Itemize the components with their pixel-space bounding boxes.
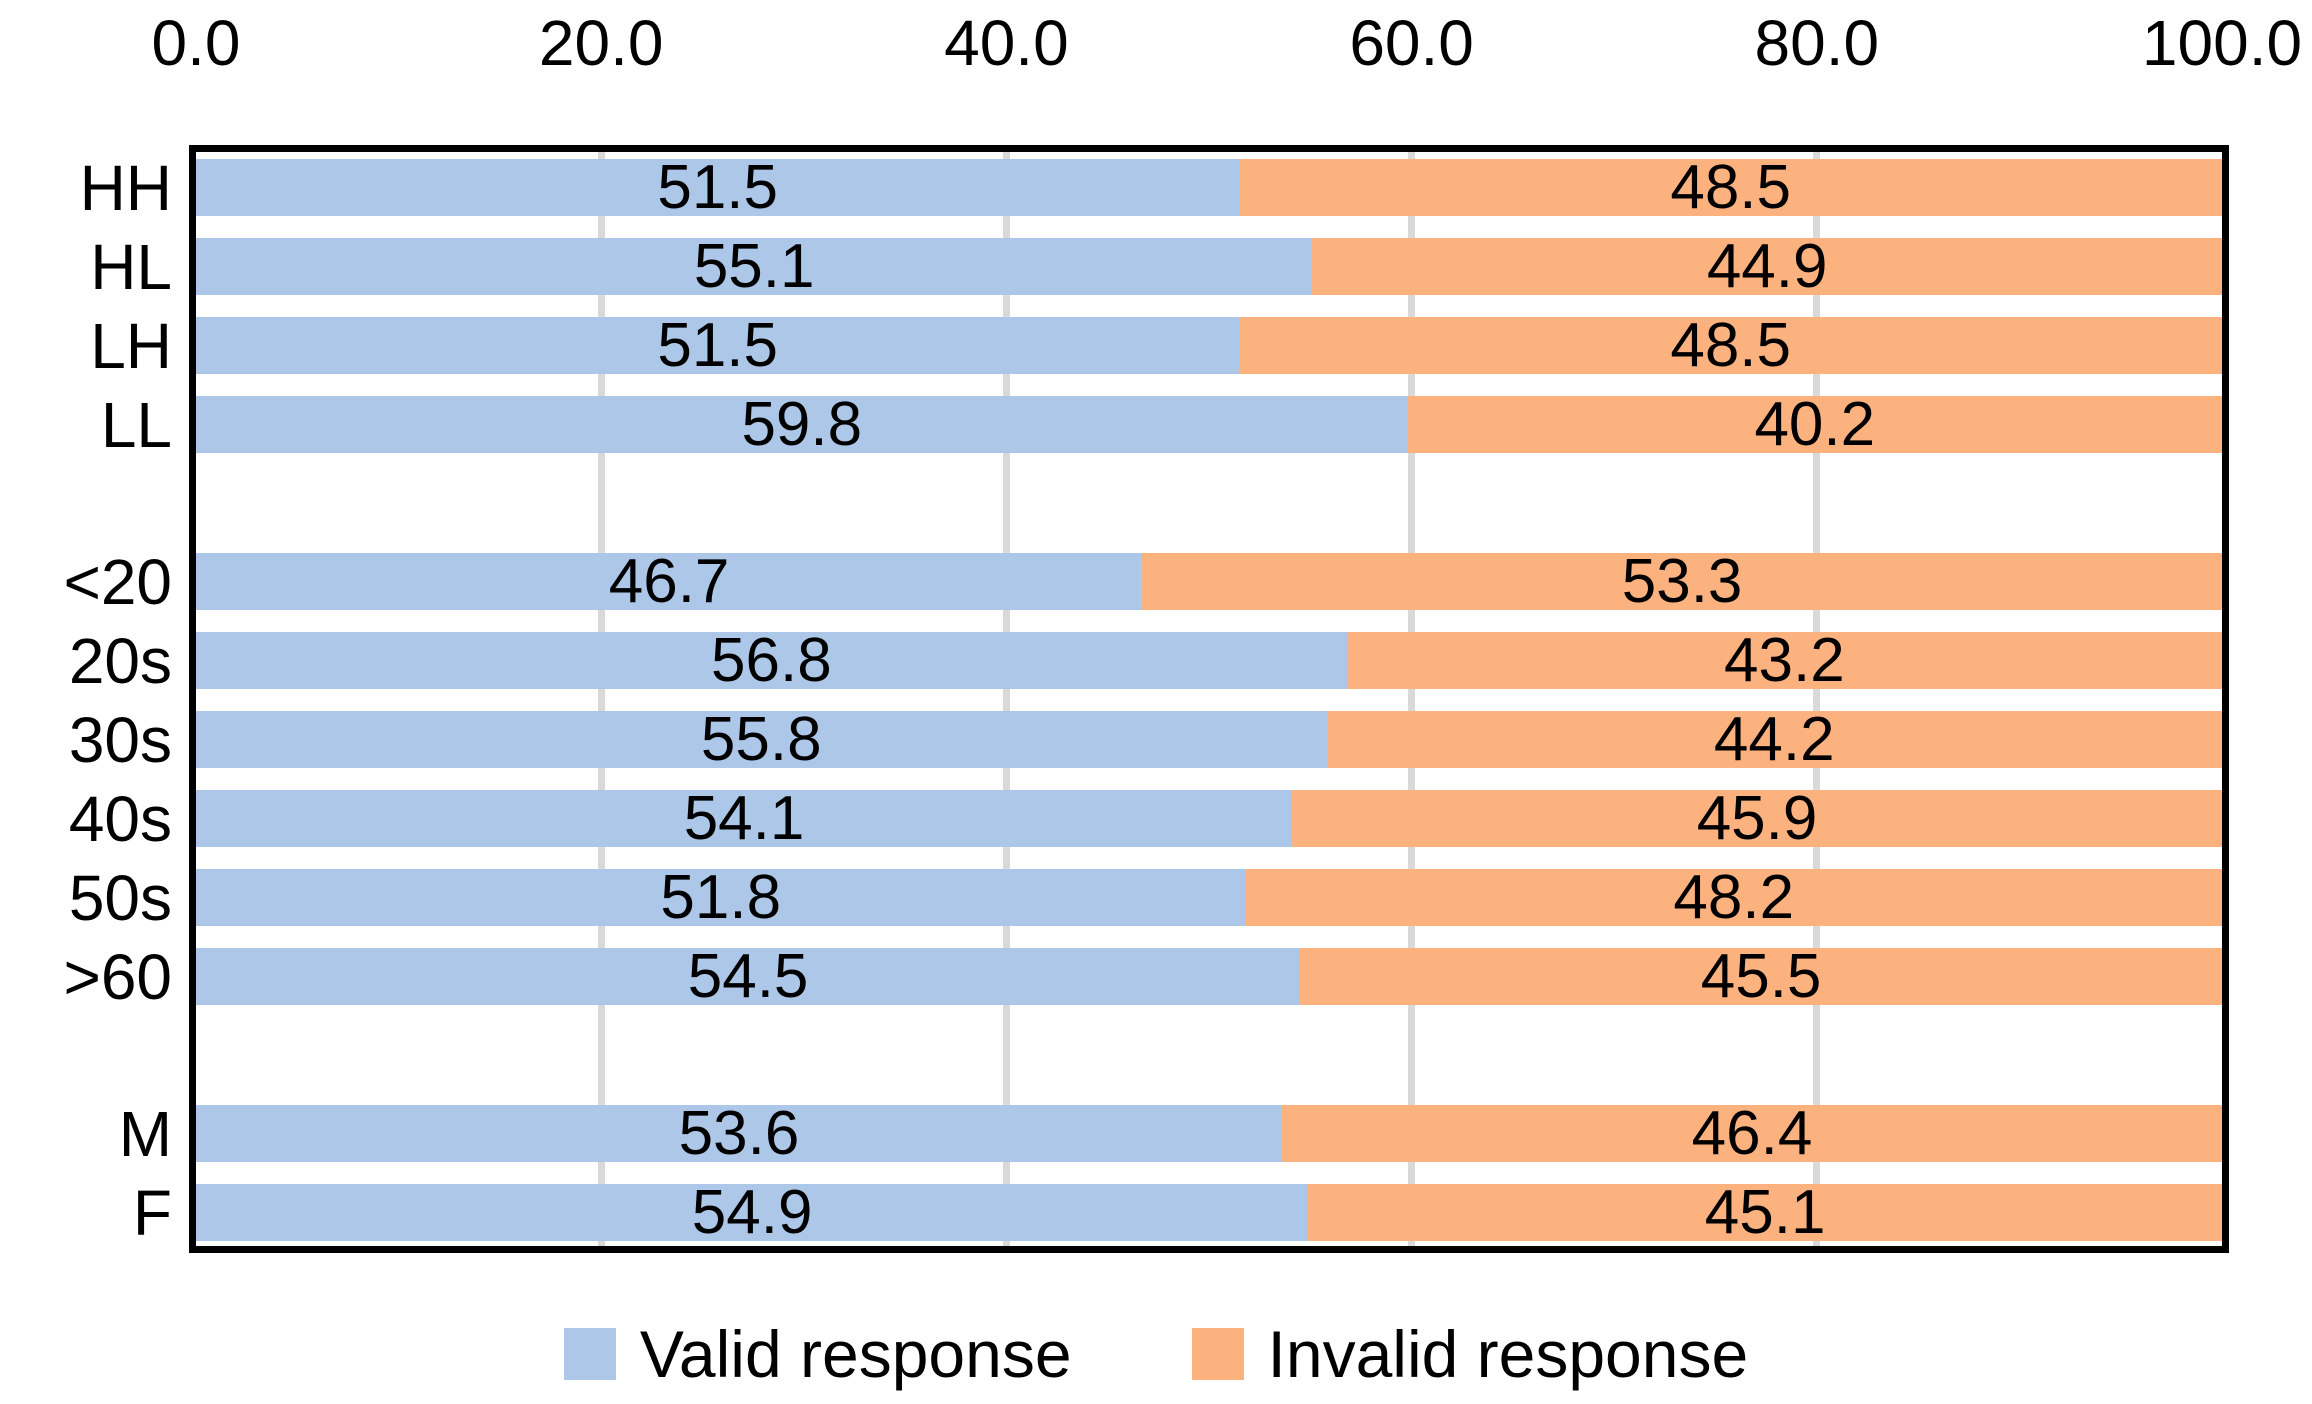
bar-row: 51.8 48.2	[196, 862, 2222, 932]
category-label: M	[118, 1097, 172, 1170]
x-axis-tick-label: 60.0	[1349, 7, 1474, 79]
data-label-invalid: 44.9	[1706, 231, 1828, 301]
legend-item: Invalid response	[1191, 1317, 1749, 1391]
data-label-invalid: 48.2	[1673, 862, 1795, 932]
data-label-valid: 51.5	[657, 310, 779, 380]
bar-segment-valid-response: 54.1	[196, 783, 1293, 853]
bar-segment-valid-response: 51.5	[196, 310, 1240, 380]
vertical-gridline	[1408, 152, 1416, 1246]
bar-segment-valid-response: 56.8	[196, 625, 1347, 695]
category-label: 40s	[68, 782, 172, 855]
bar-row: 55.1 44.9	[196, 231, 2222, 301]
category-label: HL	[90, 230, 172, 303]
legend: Valid response Invalid response	[0, 1312, 2312, 1396]
bar-row: 54.5 45.5	[196, 941, 2222, 1011]
bar-segment-valid-response: 54.5	[196, 941, 1301, 1011]
bar-segment-valid-response: 51.5	[196, 152, 1240, 222]
category-label: 30s	[68, 703, 172, 776]
data-label-invalid: 45.1	[1704, 1177, 1826, 1247]
category-label: 50s	[68, 861, 172, 934]
data-label-valid: 51.5	[657, 152, 779, 222]
plot-area: 51.5 48.5 55.1 44.9 51.5 48.5 59.8 40.2 46.7 53.3…	[189, 145, 2229, 1253]
vertical-gridline	[1002, 152, 1010, 1246]
category-label: LH	[90, 309, 172, 382]
bar-row: 56.8 43.2	[196, 625, 2222, 695]
data-label-invalid: 46.4	[1691, 1098, 1813, 1168]
data-label-invalid: 48.5	[1670, 152, 1792, 222]
bar-row: 51.5 48.5	[196, 152, 2222, 222]
bar-segment-valid-response: 55.1	[196, 231, 1313, 301]
category-label: F	[132, 1176, 172, 1249]
bar-segment-invalid-response: 48.2	[1245, 862, 2222, 932]
bar-segment-invalid-response: 48.5	[1239, 152, 2222, 222]
category-label: HH	[79, 151, 172, 224]
bar-segment-invalid-response: 43.2	[1346, 625, 2222, 695]
bar-row: 53.6 46.4	[196, 1098, 2222, 1168]
bar-row: 51.5 48.5	[196, 310, 2222, 380]
bar-segment-invalid-response: 45.1	[1308, 1177, 2222, 1247]
category-label: LL	[100, 388, 172, 461]
bar-segment-invalid-response: 45.9	[1292, 783, 2222, 853]
legend-item: Valid response	[563, 1317, 1072, 1391]
data-label-valid: 54.5	[687, 941, 809, 1011]
data-label-valid: 53.6	[678, 1098, 800, 1168]
data-label-invalid: 48.5	[1670, 310, 1792, 380]
category-label: >60	[63, 940, 172, 1013]
data-label-valid: 55.8	[700, 704, 822, 774]
bar-segment-valid-response: 55.8	[196, 704, 1327, 774]
bar-segment-valid-response: 51.8	[196, 862, 1246, 932]
bar-segment-valid-response: 54.9	[196, 1177, 1309, 1247]
vertical-gridline	[1813, 152, 1821, 1246]
bar-segment-valid-response: 53.6	[196, 1098, 1282, 1168]
vertical-gridline	[597, 152, 605, 1246]
x-axis: 0.0 20.0 40.0 60.0 80.0 100.0	[0, 0, 2312, 100]
bar-segment-invalid-response: 48.5	[1239, 310, 2222, 380]
x-axis-tick-label: 0.0	[151, 7, 241, 79]
bar-segment-invalid-response: 44.9	[1312, 231, 2222, 301]
legend-swatch-icon	[563, 1328, 616, 1380]
bar-segment-valid-response: 46.7	[196, 546, 1143, 616]
x-axis-tick-label: 80.0	[1754, 7, 1880, 79]
bar-row: 54.9 45.1	[196, 1177, 2222, 1247]
x-axis-tick-label: 100.0	[2141, 7, 2303, 79]
bar-row: 46.7 53.3	[196, 546, 2222, 616]
data-label-valid: 46.7	[608, 546, 730, 616]
category-label: 20s	[68, 624, 172, 697]
data-label-invalid: 40.2	[1754, 389, 1876, 459]
data-label-valid: 54.1	[683, 783, 805, 853]
bar-segment-invalid-response: 44.2	[1326, 704, 2222, 774]
category-label: <20	[63, 545, 172, 618]
data-label-valid: 56.8	[711, 625, 832, 695]
bar-segment-invalid-response: 40.2	[1407, 389, 2222, 459]
legend-label: Valid response	[639, 1317, 1072, 1391]
x-axis-tick-label: 20.0	[538, 7, 664, 79]
data-label-invalid: 45.9	[1696, 783, 1818, 853]
data-label-valid: 51.8	[660, 862, 782, 932]
bar-segment-invalid-response: 46.4	[1281, 1098, 2222, 1168]
bar-segment-invalid-response: 53.3	[1142, 546, 2222, 616]
x-axis-tick-label: 40.0	[944, 7, 1069, 79]
bar-row: 54.1 45.9	[196, 783, 2222, 853]
data-label-invalid: 44.2	[1713, 704, 1835, 774]
data-label-invalid: 45.5	[1700, 941, 1822, 1011]
data-label-invalid: 43.2	[1724, 625, 1845, 695]
bar-row: 59.8 40.2	[196, 389, 2222, 459]
bar-row: 55.8 44.2	[196, 704, 2222, 774]
data-label-valid: 55.1	[693, 231, 815, 301]
legend-label: Invalid response	[1267, 1317, 1749, 1391]
bar-segment-valid-response: 59.8	[196, 389, 1408, 459]
bar-segment-invalid-response: 45.5	[1300, 941, 2222, 1011]
data-label-valid: 54.9	[691, 1177, 813, 1247]
legend-swatch-icon	[1191, 1328, 1244, 1380]
data-label-invalid: 53.3	[1621, 546, 1743, 616]
data-label-valid: 59.8	[741, 389, 863, 459]
